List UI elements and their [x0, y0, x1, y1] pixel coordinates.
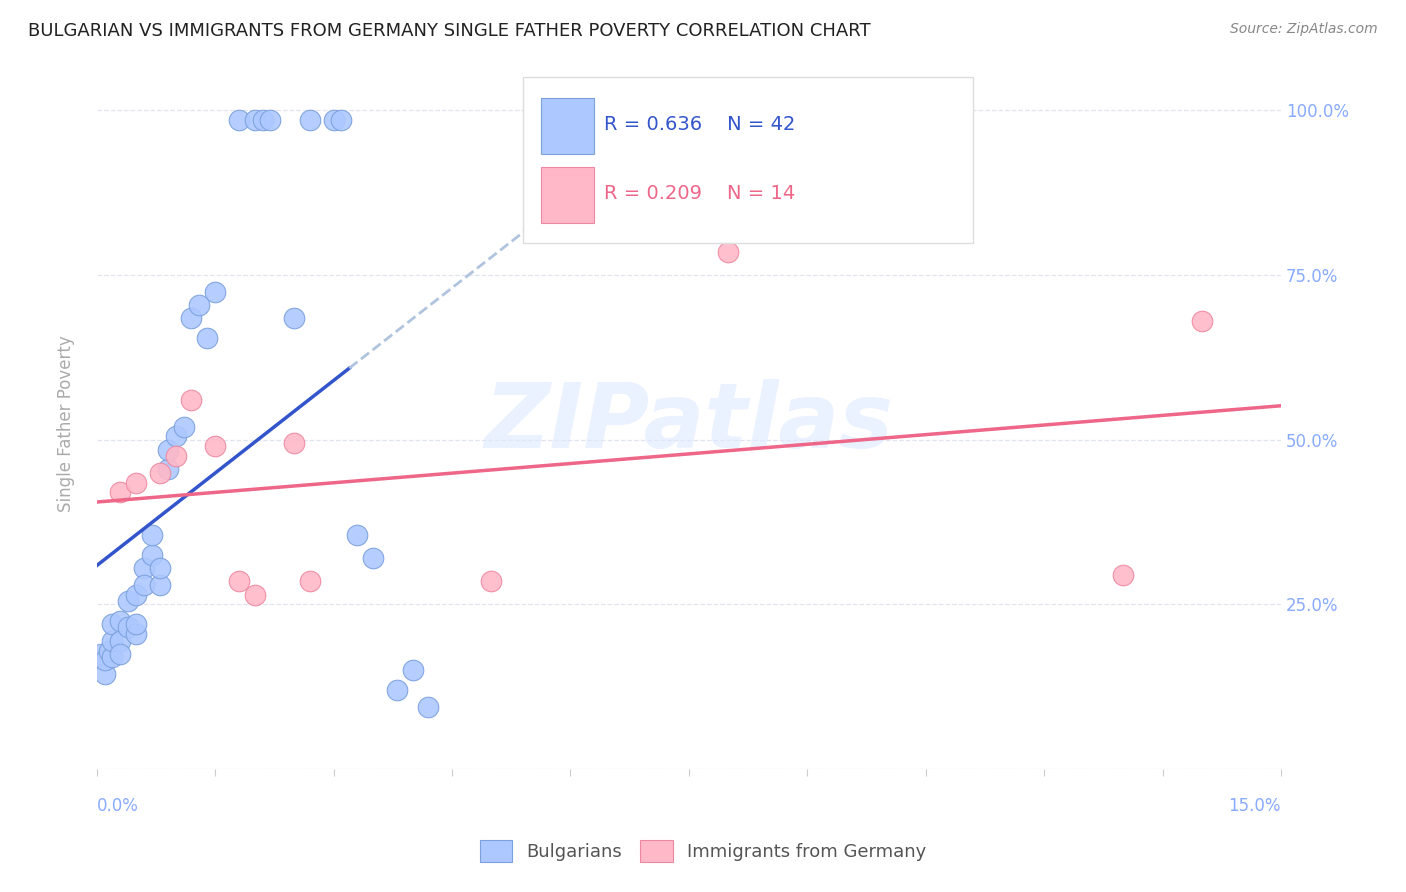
Point: [156, 442, 179, 457]
Point: [125, 617, 148, 632]
Text: R = 0.636    N = 42: R = 0.636 N = 42: [603, 115, 794, 134]
Point: [165, 449, 187, 463]
Point: [330, 113, 353, 128]
Point: [149, 577, 172, 591]
Point: [101, 633, 124, 648]
FancyBboxPatch shape: [541, 168, 595, 223]
Legend: Bulgarians, Immigrants from Germany: Bulgarians, Immigrants from Germany: [472, 833, 934, 870]
Point: [228, 113, 250, 128]
Point: [252, 113, 274, 128]
Point: [93, 666, 115, 681]
Point: [243, 113, 266, 128]
Point: [110, 647, 132, 661]
Point: [125, 627, 148, 641]
Point: [125, 475, 148, 490]
Point: [283, 310, 305, 325]
Point: [401, 663, 423, 677]
Point: [204, 285, 226, 299]
Point: [97, 643, 120, 657]
Point: [93, 653, 115, 667]
Point: [149, 466, 172, 480]
Point: [418, 699, 440, 714]
Point: [180, 393, 202, 408]
Point: [110, 485, 132, 500]
Point: [346, 528, 368, 542]
Point: [101, 617, 124, 632]
Point: [243, 588, 266, 602]
Text: ZIPatlas: ZIPatlas: [484, 379, 893, 467]
Point: [101, 650, 124, 665]
Point: [132, 561, 155, 575]
Point: [283, 436, 305, 450]
Point: [141, 528, 163, 542]
Text: 15.0%: 15.0%: [1229, 797, 1281, 814]
Point: [156, 462, 179, 476]
Point: [195, 331, 218, 345]
Y-axis label: Single Father Poverty: Single Father Poverty: [58, 334, 75, 512]
Point: [1112, 567, 1135, 582]
Point: [132, 577, 155, 591]
Point: [180, 310, 202, 325]
Point: [228, 574, 250, 589]
FancyBboxPatch shape: [523, 78, 973, 244]
Text: R = 0.209    N = 14: R = 0.209 N = 14: [603, 184, 794, 203]
Point: [361, 551, 384, 566]
Point: [117, 620, 139, 634]
Point: [204, 439, 226, 453]
FancyBboxPatch shape: [541, 98, 595, 153]
Text: Source: ZipAtlas.com: Source: ZipAtlas.com: [1230, 22, 1378, 37]
Point: [1191, 314, 1213, 328]
Point: [173, 419, 195, 434]
Point: [165, 429, 187, 443]
Point: [259, 113, 281, 128]
Point: [110, 633, 132, 648]
Text: 0.0%: 0.0%: [97, 797, 139, 814]
Point: [125, 588, 148, 602]
Point: [717, 245, 740, 260]
Point: [110, 614, 132, 628]
Point: [188, 298, 211, 312]
Point: [141, 548, 163, 562]
Point: [90, 647, 112, 661]
Point: [298, 574, 321, 589]
Point: [149, 561, 172, 575]
Point: [322, 113, 344, 128]
Point: [385, 683, 408, 698]
Text: BULGARIAN VS IMMIGRANTS FROM GERMANY SINGLE FATHER POVERTY CORRELATION CHART: BULGARIAN VS IMMIGRANTS FROM GERMANY SIN…: [28, 22, 870, 40]
Point: [481, 574, 503, 589]
Point: [298, 113, 321, 128]
Point: [117, 594, 139, 608]
